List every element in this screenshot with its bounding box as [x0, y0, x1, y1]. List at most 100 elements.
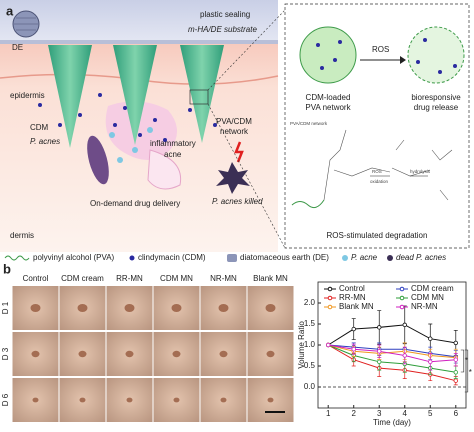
series-line — [328, 344, 456, 358]
y-tick-label: 1.0 — [304, 340, 316, 349]
label: On-demand drug delivery — [90, 199, 180, 208]
lesion — [77, 304, 88, 312]
label: plastic sealing — [200, 10, 250, 19]
dead-icon — [387, 255, 393, 261]
microneedle — [113, 45, 157, 145]
shape — [123, 106, 127, 110]
column-header: CDM cream — [61, 274, 104, 283]
x-tick-label: 3 — [377, 409, 382, 418]
label: dermis — [10, 231, 34, 240]
pva-icon — [4, 255, 30, 261]
significance-bracket — [460, 349, 469, 393]
legend-label: diatomaceous earth (DE) — [240, 253, 329, 262]
panel-label: b — [3, 261, 11, 276]
p-acne-icon — [342, 255, 348, 261]
point — [453, 357, 458, 362]
lesion — [266, 350, 275, 358]
label: ROS-stimulated degradation — [327, 231, 428, 240]
shape — [132, 147, 138, 153]
cdm-icon — [129, 255, 135, 261]
column-header: Control — [23, 274, 49, 283]
label: epidermis — [10, 91, 45, 100]
lesion — [32, 397, 39, 403]
legend-label: RR-MN — [339, 293, 366, 302]
degraded-network — [407, 26, 465, 84]
shape — [163, 138, 167, 142]
lesion — [220, 397, 227, 403]
point — [377, 349, 382, 354]
point — [428, 336, 433, 341]
series-line — [327, 324, 456, 346]
x-tick-label: 6 — [454, 409, 459, 418]
legend-label: CDM MN — [411, 293, 444, 302]
shape — [453, 64, 457, 68]
shape — [153, 118, 157, 122]
column-header: CDM MN — [160, 274, 193, 283]
chart: 0.0 0.5 1.0 1.5 2.0 1 2 3 4 5 6 Time (day) Volume Ra… — [297, 281, 472, 427]
hair-follicle — [87, 135, 109, 185]
acne-lesion — [105, 101, 178, 160]
lesion — [171, 304, 182, 312]
label: CDM-loaded — [306, 93, 351, 102]
x-tick-label: 5 — [428, 409, 433, 418]
y-axis-label: Volume Ratio — [297, 321, 306, 369]
series-line — [328, 344, 456, 363]
x-axis-label: Time (day) — [373, 418, 411, 427]
shape — [113, 123, 117, 127]
shape — [320, 66, 324, 70]
lesion — [79, 397, 86, 403]
shape — [438, 70, 442, 74]
shape — [58, 123, 62, 127]
ros-bolt — [234, 141, 244, 163]
label: PVA/CDM — [216, 117, 252, 126]
label: PVA network — [305, 103, 351, 112]
column-header: Blank MN — [253, 274, 288, 283]
point — [453, 340, 458, 346]
inset-cdm — [316, 38, 457, 74]
y-tick-label: 1.5 — [304, 319, 316, 328]
shape — [117, 157, 123, 163]
series-line — [327, 344, 456, 382]
de-icon — [227, 254, 237, 262]
pva-network — [299, 26, 357, 84]
label: hydrolysis — [410, 169, 431, 174]
label: m-HA/DE substrate — [188, 25, 257, 34]
row-label: D 1 — [1, 301, 10, 314]
shape — [338, 40, 342, 44]
legend-label: dead P. acnes — [396, 253, 446, 262]
shape — [316, 43, 320, 47]
point — [453, 370, 458, 375]
label: PVA/CDM network — [290, 121, 328, 126]
column-header: NR-MN — [210, 274, 237, 283]
legend-marker — [327, 295, 333, 301]
legend-label: Blank MN — [339, 302, 374, 311]
lesion — [265, 304, 276, 312]
shape — [416, 60, 420, 64]
series-line — [328, 344, 456, 373]
point — [428, 359, 433, 364]
row-label: D 3 — [1, 347, 10, 360]
label: network — [220, 127, 249, 136]
label: DE — [12, 43, 23, 52]
point — [402, 322, 407, 328]
column-header: RR-MN — [116, 274, 143, 283]
label: ROS — [372, 45, 389, 54]
point — [402, 353, 407, 358]
legend-label: polyvinyl alcohol (PVA) — [33, 253, 115, 262]
lesion — [219, 350, 228, 358]
point — [377, 325, 382, 330]
point — [326, 342, 331, 348]
label: P. acnes killed — [212, 197, 263, 206]
lesion — [218, 304, 229, 312]
label: oxidation — [370, 179, 389, 184]
legend-marker — [327, 304, 333, 310]
lesion — [30, 304, 41, 312]
annotation: * — [469, 368, 472, 377]
series-line — [328, 344, 456, 359]
label: ROS — [372, 169, 382, 174]
label: inflammatory — [150, 139, 196, 148]
point — [377, 359, 382, 364]
y-tick-label: 0.0 — [304, 382, 316, 391]
y-tick-label: 0.5 — [304, 361, 316, 370]
